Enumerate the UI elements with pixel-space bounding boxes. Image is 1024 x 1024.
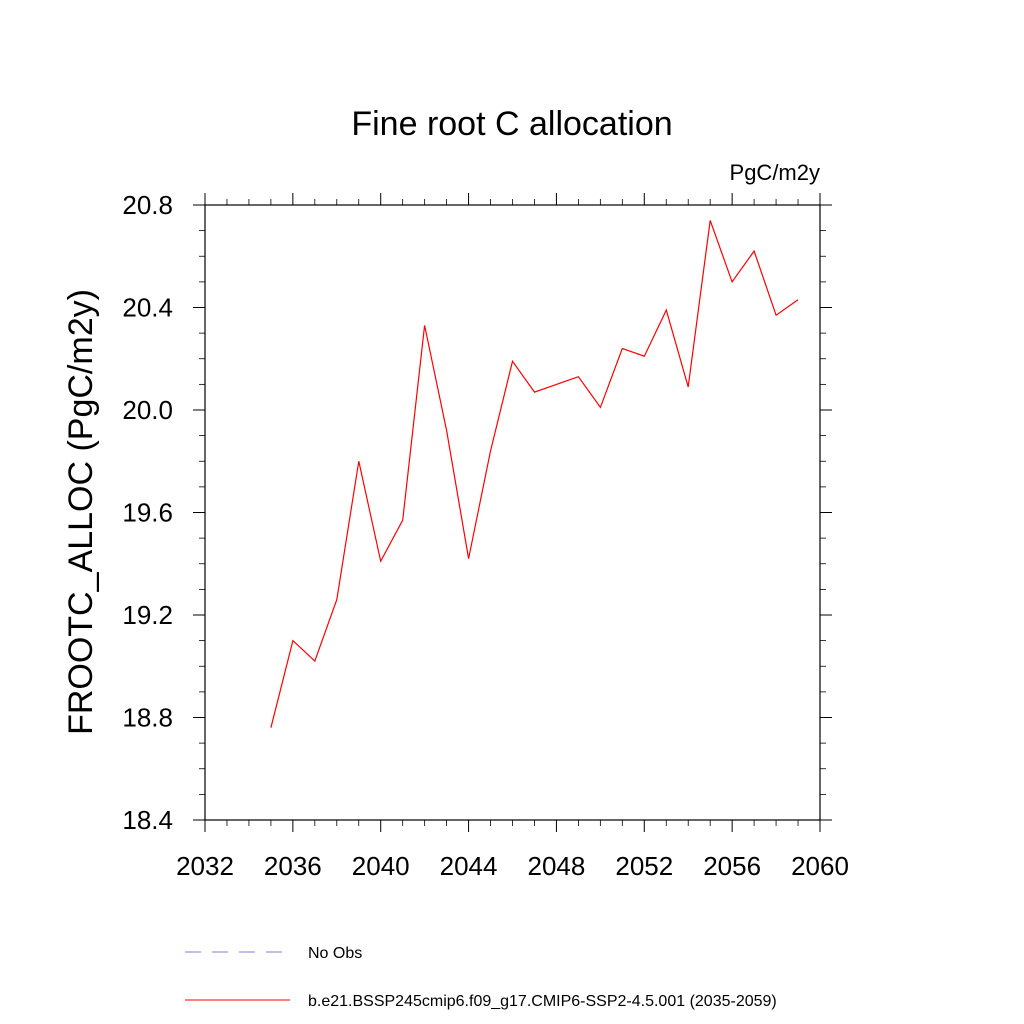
legend-label: b.e21.BSSP245cmip6.f09_g17.CMIP6-SSP2-4.…: [308, 993, 777, 1010]
legend-label: No Obs: [308, 945, 362, 962]
x-tick-label: 2032: [176, 851, 234, 881]
series-line: [270, 220, 799, 728]
legend: No Obs b.e21.BSSP245cmip6.f09_g17.CMIP6-S…: [185, 945, 777, 1010]
y-tick-label: 19.2: [122, 600, 173, 630]
x-tick-label: 2044: [440, 851, 498, 881]
series-group: [270, 220, 799, 728]
y-tick-label: 18.8: [122, 703, 173, 733]
x-tick-label: 2052: [615, 851, 673, 881]
axis-ticks: 2032 2036 2040 2044 2048 2052 2056 2060 18.4 18.8…: [122, 190, 849, 881]
y-tick-label: 18.4: [122, 805, 173, 835]
y-tick-label: 20.8: [122, 190, 173, 220]
y-axis-label: FROOTC_ALLOC (PgC/m2y): [62, 289, 100, 735]
units-label: PgC/m2y: [730, 160, 820, 185]
x-tick-label: 2056: [703, 851, 761, 881]
x-tick-label: 2040: [352, 851, 410, 881]
x-tick-label: 2060: [791, 851, 849, 881]
chart-title: Fine root C allocation: [351, 105, 672, 143]
x-tick-label: 2048: [528, 851, 586, 881]
y-tick-label: 20.0: [122, 395, 173, 425]
y-tick-label: 20.4: [122, 293, 173, 323]
y-tick-label: 19.6: [122, 498, 173, 528]
plot-frame: [204, 204, 821, 821]
x-tick-label: 2036: [264, 851, 322, 881]
